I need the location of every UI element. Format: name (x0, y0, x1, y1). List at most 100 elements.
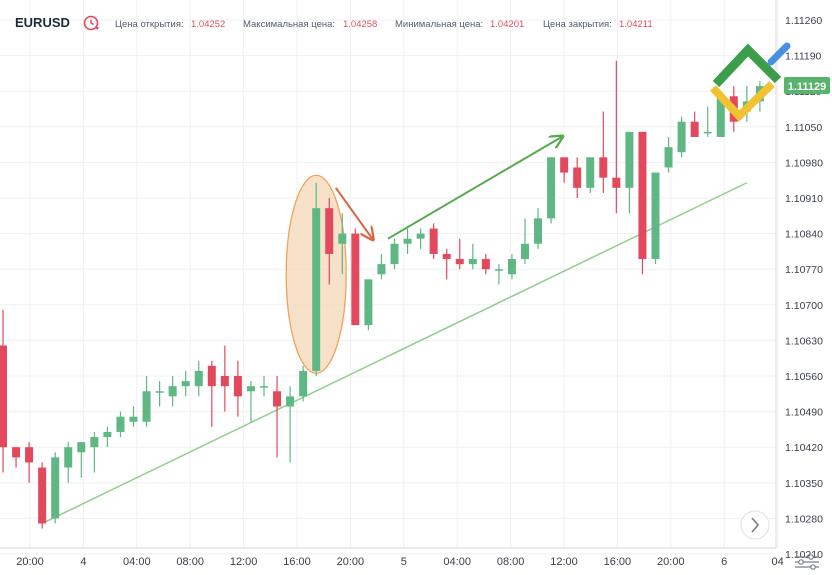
x-tick-label: 4 (80, 556, 86, 568)
candle-body (364, 279, 373, 326)
chart-settings-icon[interactable] (795, 554, 819, 570)
candle-body (12, 447, 21, 458)
candle (207, 360, 216, 427)
candle-body (351, 233, 360, 326)
candle-body (442, 253, 451, 260)
company-logo (710, 42, 791, 122)
price-tag-label: 1.11129 (788, 81, 827, 93)
candle-body (664, 147, 673, 168)
candle (612, 60, 621, 214)
y-tick-label: 1.10980 (785, 157, 823, 169)
clock-reset-icon[interactable] (83, 15, 100, 31)
candle-body (220, 376, 229, 387)
chevron-right-icon[interactable] (740, 510, 770, 540)
candle (299, 365, 308, 402)
candle-body (64, 447, 73, 468)
candle (494, 264, 503, 285)
candle (116, 411, 125, 438)
x-tick-label: 20:00 (16, 556, 44, 568)
chart-header: EURUSD Цена открытия: 1.04252 Максимальн… (15, 15, 653, 31)
candle-body (103, 431, 112, 438)
candle (142, 376, 151, 427)
candle (703, 106, 712, 137)
candle (233, 360, 242, 417)
y-tick-label: 1.10490 (785, 407, 823, 419)
chart-grid (0, 0, 779, 555)
y-tick-label: 1.10770 (785, 264, 823, 276)
candle-body (38, 467, 47, 524)
candle-body (312, 208, 321, 371)
x-tick-label: 04:00 (443, 556, 471, 568)
trendline-layer (41, 182, 748, 525)
candle (521, 218, 529, 265)
candle-body (246, 386, 255, 392)
candle (507, 253, 516, 280)
candle (181, 370, 190, 397)
x-tick-label: 6 (721, 556, 727, 568)
candle-body (481, 259, 490, 270)
candle-body (468, 259, 477, 265)
candle (416, 228, 425, 249)
candle-body (521, 243, 529, 260)
candle-body (494, 269, 503, 271)
y-tick-label: 1.10560 (785, 371, 823, 383)
candle (51, 452, 60, 524)
candle (560, 157, 569, 183)
x-tick-label: 08:00 (176, 556, 204, 568)
candle-body (129, 416, 138, 422)
candle-body (142, 391, 151, 422)
high-price-value: 1.04258 (343, 19, 377, 30)
candle-body (625, 131, 634, 188)
candle-body (0, 345, 7, 448)
candle-body (429, 228, 438, 254)
candle-body (299, 370, 308, 397)
candle-body (377, 264, 386, 275)
candle-body (586, 157, 595, 188)
candle (246, 381, 255, 422)
x-tick-label: 08:00 (497, 556, 525, 568)
y-tick-label: 1.11050 (785, 122, 822, 134)
y-tick-label: 1.10420 (785, 442, 823, 454)
candle (468, 243, 477, 270)
candle-body (403, 238, 412, 244)
open-price-label: Цена открытия: (115, 19, 184, 30)
candle-body (507, 259, 516, 275)
x-tick-label: 04 (771, 556, 783, 568)
open-price-value: 1.04252 (191, 19, 225, 30)
candle-body (455, 259, 464, 265)
candle (586, 157, 595, 193)
x-tick-label: 16:00 (604, 556, 632, 568)
candle (168, 376, 177, 407)
candles-layer (0, 60, 764, 529)
candle-body (677, 121, 686, 153)
x-tick-label: 5 (401, 556, 407, 568)
candle-body (338, 233, 347, 244)
candle-body (181, 381, 190, 387)
candle-body (716, 96, 725, 137)
candle-body (534, 218, 543, 244)
y-tick-label: 1.10840 (785, 229, 823, 241)
current-price-tag: 1.11129 (784, 77, 830, 94)
y-axis-ticks: 1.112601.111901.111201.110501.109801.109… (785, 15, 823, 561)
candle (455, 238, 464, 270)
candle (442, 248, 451, 280)
candle-body (77, 442, 86, 453)
candle (312, 182, 321, 376)
candle (534, 208, 543, 249)
candle-body (194, 370, 203, 387)
candle-body (260, 386, 268, 388)
candle-body (116, 416, 125, 432)
candle (481, 253, 490, 275)
candle (260, 376, 268, 397)
candle (325, 198, 334, 285)
candle-body (703, 131, 712, 134)
candle (625, 131, 634, 214)
x-tick-label: 12:00 (230, 556, 258, 568)
x-tick-label: 16:00 (283, 556, 311, 568)
candle (194, 360, 203, 397)
candle (677, 116, 686, 158)
y-tick-label: 1.10630 (785, 335, 823, 347)
candle-body (325, 208, 334, 254)
candle (220, 345, 229, 412)
candle (38, 462, 47, 529)
